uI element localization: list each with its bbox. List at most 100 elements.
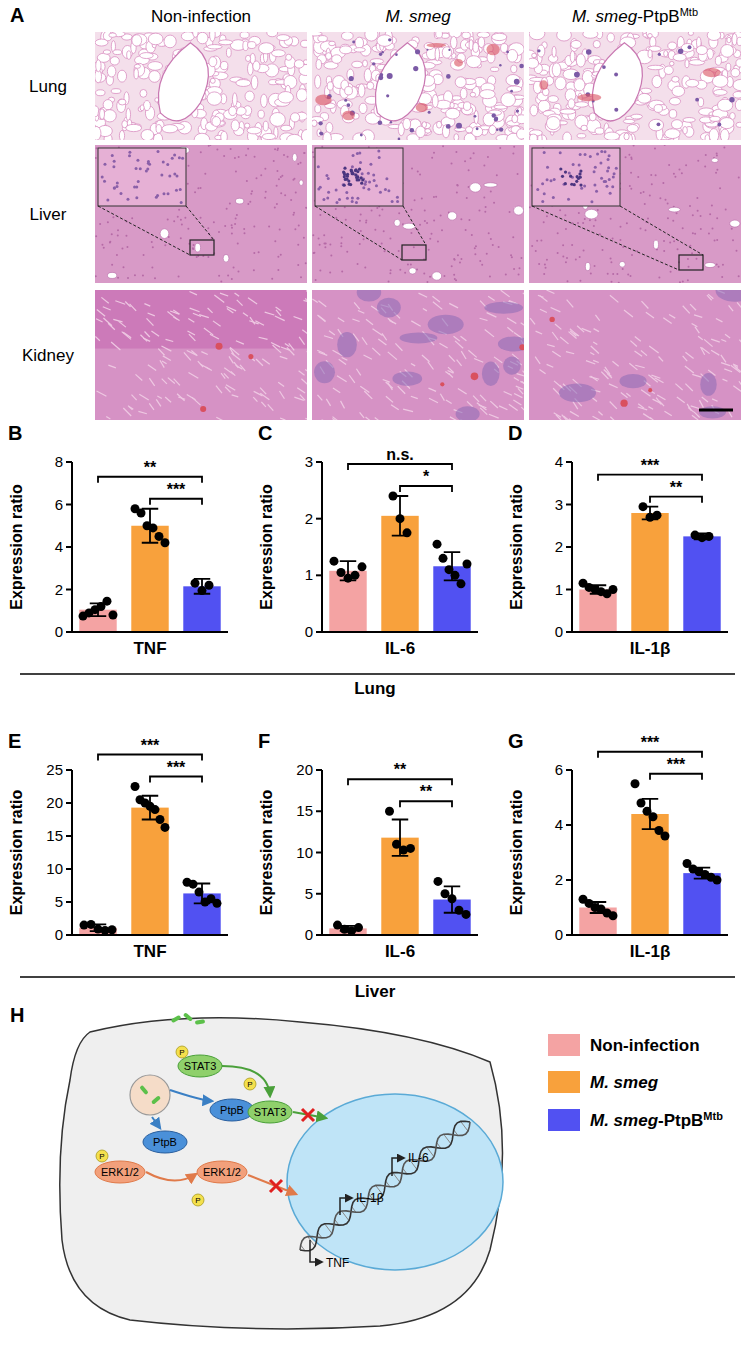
nucleus — [378, 156, 381, 159]
texture — [685, 164, 687, 166]
texture — [398, 250, 400, 252]
texture — [290, 199, 292, 201]
tubule — [489, 414, 499, 418]
texture — [312, 234, 314, 236]
texture — [258, 251, 260, 253]
infiltrate — [428, 111, 431, 114]
alveolus — [287, 134, 302, 140]
tubule — [504, 391, 512, 395]
alveolus — [671, 120, 682, 129]
tubule — [97, 391, 107, 396]
texture — [329, 272, 331, 274]
texture — [407, 264, 409, 266]
texture — [578, 212, 580, 214]
tubule — [398, 386, 405, 394]
alveolus — [669, 110, 677, 119]
nucleus — [589, 155, 592, 158]
vessel — [235, 198, 243, 204]
hemorrhage — [426, 43, 446, 47]
nucleus — [135, 186, 138, 189]
tubule — [439, 343, 447, 348]
texture — [428, 249, 430, 251]
hemorrhage — [703, 68, 721, 77]
tubule — [261, 402, 266, 407]
texture — [276, 185, 278, 187]
tubule — [388, 318, 393, 322]
texture — [433, 219, 435, 221]
infiltrate — [395, 53, 398, 56]
alveolus — [683, 127, 688, 135]
tubule — [488, 296, 494, 300]
texture — [546, 259, 548, 261]
texture — [419, 224, 421, 226]
texture — [224, 225, 226, 227]
alveolus — [103, 110, 116, 122]
nucleus — [567, 198, 570, 201]
texture — [103, 247, 105, 249]
alveolus — [340, 46, 352, 54]
texture — [313, 252, 315, 254]
red-cells — [471, 373, 479, 381]
texture — [244, 232, 246, 234]
texture — [237, 270, 239, 272]
row-label: Kidney — [22, 346, 74, 365]
texture — [457, 184, 459, 186]
texture — [303, 237, 305, 239]
tissue-bg — [95, 145, 307, 283]
histology-image — [312, 32, 524, 140]
texture — [237, 242, 239, 244]
tubule — [513, 400, 521, 405]
alveolus — [466, 56, 481, 68]
nucleus — [375, 184, 378, 187]
tubule — [318, 301, 326, 307]
tubule — [289, 343, 295, 350]
nucleus — [112, 165, 115, 168]
infiltrate — [519, 64, 524, 69]
texture — [122, 266, 124, 268]
tubule — [360, 412, 364, 417]
alveolus — [367, 82, 374, 90]
texture — [384, 250, 386, 252]
nucleus — [168, 174, 171, 177]
alveolus — [696, 46, 707, 55]
alveolus — [454, 134, 459, 140]
lesion — [503, 357, 521, 375]
tubule — [138, 411, 146, 413]
alveolus — [576, 54, 585, 67]
texture — [107, 221, 109, 223]
texture — [594, 265, 596, 267]
texture — [429, 238, 431, 240]
texture — [637, 176, 639, 178]
texture — [440, 215, 442, 217]
tubule — [280, 356, 288, 359]
tubule — [366, 417, 373, 420]
texture — [670, 271, 672, 273]
infiltrate — [398, 138, 401, 140]
texture — [364, 266, 366, 268]
tubule — [382, 333, 387, 340]
alveolus — [352, 61, 363, 68]
texture — [700, 215, 702, 217]
alveolus — [111, 89, 121, 94]
tubule — [692, 374, 701, 377]
texture — [414, 199, 416, 201]
tubule — [364, 391, 372, 399]
granuloma — [564, 182, 567, 185]
texture — [96, 147, 98, 149]
tubule — [610, 402, 617, 409]
tubule — [188, 318, 194, 322]
infiltrate — [320, 132, 323, 135]
texture — [540, 239, 542, 241]
texture — [287, 156, 289, 158]
inset — [315, 148, 403, 206]
texture — [426, 281, 428, 283]
nucleus — [352, 154, 355, 157]
texture — [125, 235, 127, 237]
alveolus — [673, 54, 686, 61]
alveolus — [450, 36, 456, 48]
alveolus — [436, 32, 443, 38]
alveolus — [251, 76, 258, 90]
texture — [498, 246, 500, 248]
tubule — [115, 301, 125, 305]
nucleus — [367, 188, 370, 191]
